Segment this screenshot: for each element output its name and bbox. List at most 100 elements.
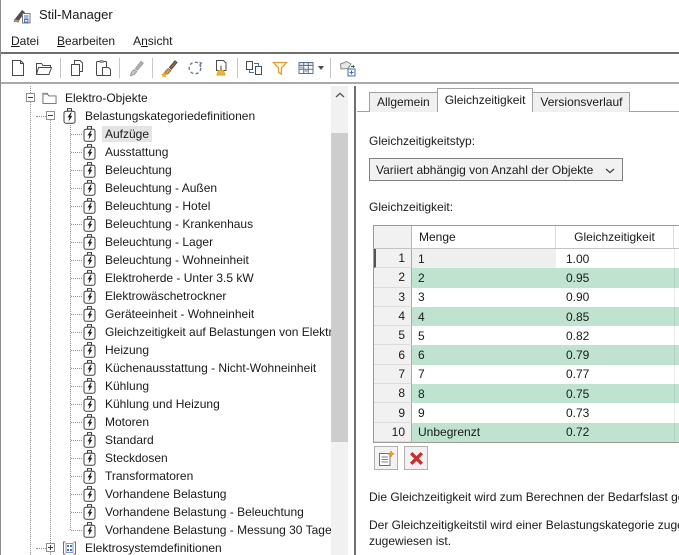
row-header[interactable]: 7 (374, 364, 412, 385)
reload-styles-button[interactable] (182, 55, 208, 81)
delete-row-button[interactable] (404, 446, 428, 470)
tab-gleichzeitigkeit[interactable]: Gleichzeitigkeit (436, 88, 534, 112)
tree-item[interactable]: Kühlung (2, 377, 331, 395)
tree-item[interactable]: Beleuchtung - Lager (2, 233, 331, 251)
cell-gleichzeitigkeit[interactable]: 1.00 (566, 251, 590, 266)
row-header[interactable]: 1 (374, 249, 412, 269)
tree-item[interactable]: Beleuchtung - Außen (2, 179, 331, 197)
tree-scrollbar[interactable] (331, 86, 348, 555)
apply-style-button[interactable] (123, 55, 149, 81)
row-header[interactable]: 2 (374, 268, 412, 288)
open-button[interactable] (31, 55, 57, 81)
cell-menge[interactable]: Unbegrenzt (412, 422, 556, 442)
column-header-menge[interactable]: Menge (412, 226, 556, 248)
tree-item[interactable]: Beleuchtung - Hotel (2, 197, 331, 215)
tree-item[interactable]: Vorhandene Belastung - Beleuchtung (2, 503, 331, 521)
scroll-up-button[interactable] (331, 86, 348, 103)
new-document-button[interactable] (5, 55, 31, 81)
cell-gleichzeitigkeit[interactable]: 0.77 (566, 367, 590, 382)
grid-view-button[interactable] (293, 55, 327, 81)
tree-item[interactable]: Vorhandene Belastung (2, 485, 331, 503)
cell-gleichzeitigkeit[interactable]: 0.82 (566, 328, 590, 343)
cell-menge[interactable]: 1 (412, 249, 556, 269)
tree-item[interactable]: Geräteeinheit - Wohneinheit (2, 305, 331, 323)
table-row[interactable]: 1 1 1.00 (374, 249, 679, 269)
description-text: zugewiesen ist. (369, 534, 452, 548)
tree-item[interactable]: Vorhandene Belastung - Messung 30 Tage (2, 521, 331, 539)
tree-item[interactable]: Elektroherde - Unter 3.5 kW (2, 269, 331, 287)
tree-item[interactable]: Küchenausstattung - Nicht-Wohneinheit (2, 359, 331, 377)
tree-item[interactable]: Elektrowäschetrockner (2, 287, 331, 305)
toolbar-separator (152, 58, 153, 78)
menu-ansicht[interactable]: Ansicht (133, 34, 173, 48)
cell-menge[interactable]: 3 (418, 290, 425, 305)
cell-menge[interactable]: 5 (418, 328, 425, 343)
add-style-button[interactable] (334, 55, 360, 81)
paste-button[interactable] (90, 55, 116, 81)
table-row[interactable]: 8 8 0.75 (374, 384, 679, 404)
cell-gleichzeitigkeit[interactable]: 0.85 (556, 306, 674, 327)
column-header-gleichzeitigkeit[interactable]: Gleichzeitigkeit (556, 226, 674, 248)
cell-gleichzeitigkeit[interactable]: 0.75 (556, 384, 674, 404)
app-icon (13, 6, 31, 24)
cell-gleichzeitigkeit[interactable]: 0.90 (566, 290, 590, 305)
row-header[interactable]: 6 (374, 345, 412, 365)
row-header[interactable]: 10 (374, 422, 412, 442)
table-row[interactable]: 4 4 0.85 (374, 306, 679, 327)
tree-item[interactable]: Beleuchtung - Wohneinheit (2, 251, 331, 269)
table-row[interactable]: 6 6 0.79 (374, 345, 679, 365)
purge-style-button[interactable] (208, 55, 234, 81)
tree-item[interactable]: Beleuchtung (2, 161, 331, 179)
row-header[interactable]: 4 (374, 306, 412, 327)
load-category-icon (82, 396, 97, 412)
tree-item-selected[interactable]: Aufzüge (2, 125, 331, 143)
cell-menge[interactable]: 9 (418, 406, 425, 421)
row-header[interactable]: 9 (374, 403, 412, 423)
cell-gleichzeitigkeit[interactable]: 0.79 (556, 345, 674, 365)
tree-item[interactable]: Heizung (2, 341, 331, 359)
tree-item-elektrosystemdefinitionen[interactable]: Elektrosystemdefinitionen (2, 539, 331, 555)
tree-item-belastungskategorien[interactable]: Belastungskategoriedefinitionen (2, 107, 331, 125)
table-row[interactable]: 9 9 0.73 (374, 403, 679, 423)
scrollbar-thumb[interactable] (331, 133, 348, 442)
transfer-standards-button[interactable] (241, 55, 267, 81)
table-row[interactable]: 10 Unbegrenzt 0.72 (374, 422, 679, 442)
tree-item[interactable]: Ausstattung (2, 143, 331, 161)
cell-gleichzeitigkeit[interactable]: 0.95 (556, 268, 674, 288)
copy-button[interactable] (64, 55, 90, 81)
table-row[interactable]: 3 3 0.90 (374, 287, 679, 307)
tree-item[interactable]: Transformatoren (2, 467, 331, 485)
row-header[interactable]: 3 (374, 287, 412, 307)
tree-item[interactable]: Motoren (2, 413, 331, 431)
new-style-button[interactable] (156, 55, 182, 81)
tab-allgemein[interactable]: Allgemein (369, 92, 438, 112)
table-row[interactable]: 2 2 0.95 (374, 268, 679, 288)
filter-button[interactable] (267, 55, 293, 81)
cell-menge[interactable]: 8 (412, 384, 556, 404)
cell-gleichzeitigkeit[interactable]: 0.73 (566, 406, 590, 421)
tab-versionsverlauf[interactable]: Versionsverlauf (532, 92, 631, 112)
menu-bearbeiten[interactable]: Bearbeiten (57, 34, 116, 48)
tree-item[interactable]: Standard (2, 431, 331, 449)
tree-item[interactable]: Kühlung und Heizung (2, 395, 331, 413)
row-header[interactable]: 8 (374, 384, 412, 404)
cell-menge[interactable]: 7 (418, 367, 425, 382)
table-row[interactable]: 5 5 0.82 (374, 326, 679, 346)
tree-item[interactable]: Beleuchtung - Krankenhaus (2, 215, 331, 233)
collapse-toggle[interactable] (26, 93, 35, 102)
menu-datei[interactable]: Datei (11, 34, 40, 48)
panel-splitter[interactable] (354, 86, 356, 555)
table-row[interactable]: 7 7 0.77 (374, 364, 679, 385)
collapse-toggle[interactable] (46, 111, 55, 120)
expand-toggle[interactable] (46, 543, 55, 552)
row-header[interactable]: 5 (374, 326, 412, 346)
tree-item[interactable]: Steckdosen (2, 449, 331, 467)
gleichzeitigkeitstyp-dropdown[interactable]: Variiert abhängig von Anzahl der Objekte (369, 158, 623, 181)
add-row-button[interactable] (374, 446, 398, 470)
cell-menge[interactable]: 6 (412, 345, 556, 365)
tree-item-elektro-objekte[interactable]: Elektro-Objekte (2, 89, 331, 107)
cell-gleichzeitigkeit[interactable]: 0.72 (556, 422, 674, 442)
cell-menge[interactable]: 4 (412, 306, 556, 327)
cell-menge[interactable]: 2 (412, 268, 556, 288)
tree-item[interactable]: Gleichzeitigkeit auf Belastungen von Ele… (2, 323, 331, 341)
